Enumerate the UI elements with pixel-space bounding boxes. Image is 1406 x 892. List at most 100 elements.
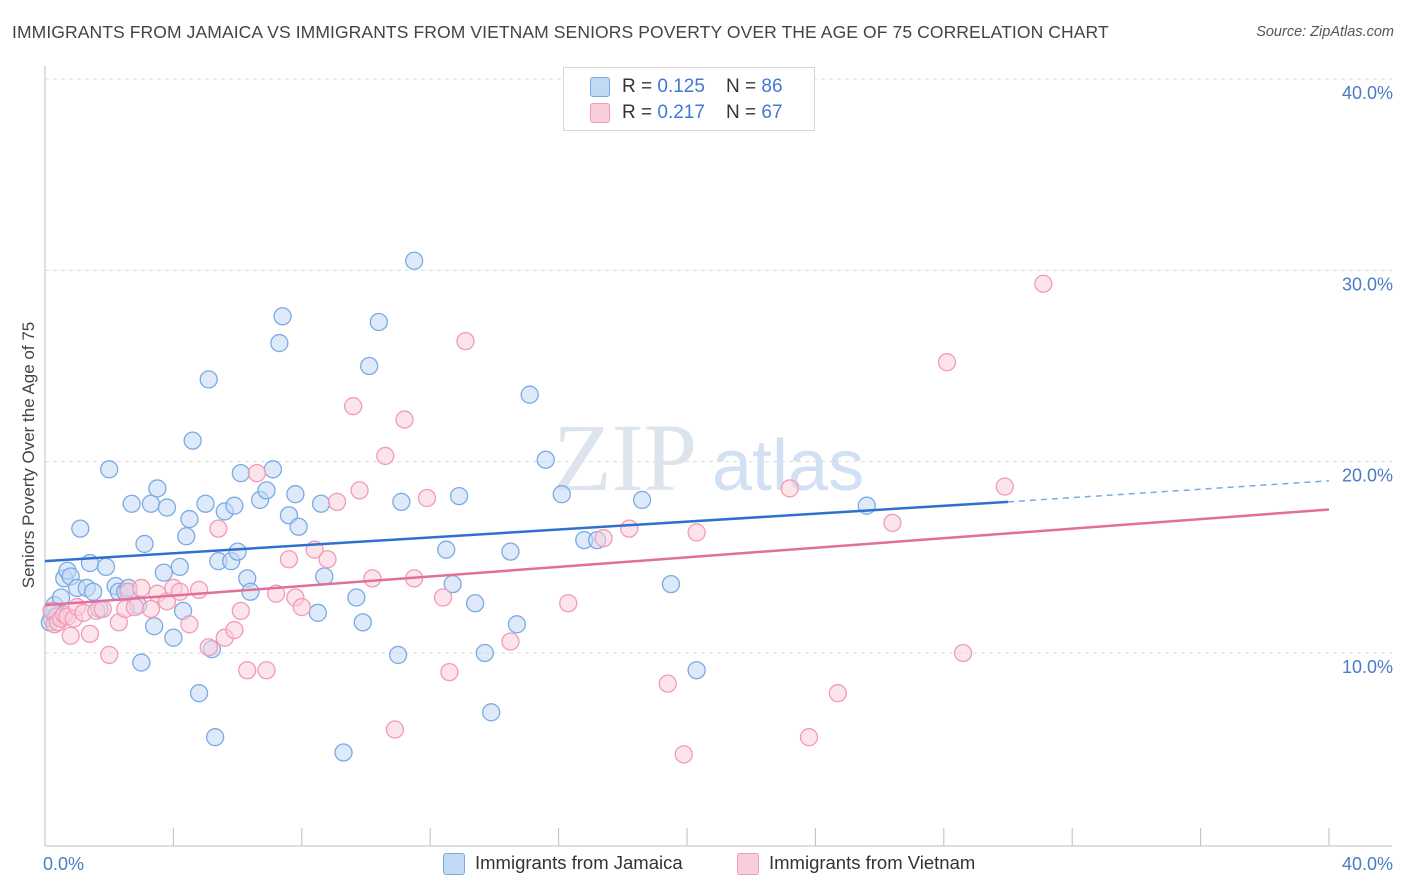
trend-line-jamaica-extension xyxy=(1007,480,1330,503)
point-vietnam-51 xyxy=(456,331,475,351)
point-jamaica-19 xyxy=(122,494,141,513)
legend-n-label: N = xyxy=(726,102,762,123)
point-jamaica-64 xyxy=(392,492,411,511)
point-vietnam-65 xyxy=(799,728,819,747)
point-vietnam-44 xyxy=(376,446,395,466)
point-vietnam-57 xyxy=(687,523,706,542)
point-jamaica-50 xyxy=(270,333,289,353)
point-jamaica-8 xyxy=(71,519,90,538)
point-jamaica-11 xyxy=(84,582,103,601)
point-jamaica-35 xyxy=(196,494,215,513)
point-jamaica-26 xyxy=(154,563,173,582)
point-jamaica-23 xyxy=(141,494,161,513)
point-vietnam-30 xyxy=(231,601,250,621)
point-vietnam-63 xyxy=(995,477,1014,496)
point-vietnam-39 xyxy=(318,550,337,569)
point-vietnam-6 xyxy=(61,626,80,645)
legend-n-value: 86 xyxy=(761,76,783,97)
point-vietnam-45 xyxy=(385,720,405,739)
trend-line-jamaica xyxy=(44,500,1009,563)
point-jamaica-38 xyxy=(205,728,225,747)
point-vietnam-32 xyxy=(247,463,267,483)
point-jamaica-21 xyxy=(132,653,151,672)
series-jamaica-points xyxy=(40,251,876,762)
point-jamaica-76 xyxy=(552,485,571,504)
point-jamaica-57 xyxy=(315,567,334,586)
point-jamaica-60 xyxy=(353,613,372,632)
point-jamaica-59 xyxy=(347,588,366,607)
point-jamaica-79 xyxy=(632,490,652,510)
point-vietnam-29 xyxy=(225,620,244,640)
axes xyxy=(44,66,1392,847)
point-vietnam-27 xyxy=(209,519,228,538)
point-vietnam-53 xyxy=(559,594,578,613)
point-jamaica-71 xyxy=(482,703,501,722)
point-jamaica-28 xyxy=(164,628,183,647)
chart-source: Source: ZipAtlas.com xyxy=(1256,24,1394,40)
point-jamaica-70 xyxy=(475,643,494,663)
point-jamaica-36 xyxy=(199,370,218,389)
legend-n-value: 67 xyxy=(761,102,783,123)
point-jamaica-63 xyxy=(388,645,408,665)
bottom-legend-label-vietnam: Immigrants from Vietnam xyxy=(769,852,976,873)
point-jamaica-81 xyxy=(687,661,706,680)
point-jamaica-54 xyxy=(289,517,308,536)
chart-title: IMMIGRANTS FROM JAMAICA VS IMMIGRANTS FR… xyxy=(12,22,1109,42)
point-vietnam-50 xyxy=(440,662,459,682)
point-vietnam-33 xyxy=(257,661,276,680)
point-vietnam-54 xyxy=(594,529,613,548)
point-jamaica-22 xyxy=(135,534,154,554)
point-jamaica-34 xyxy=(189,684,209,703)
watermark-zip: ZIP xyxy=(553,404,697,511)
legend-r-label: R = xyxy=(622,102,658,123)
point-vietnam-58 xyxy=(780,479,799,498)
point-jamaica-56 xyxy=(311,494,331,513)
point-vietnam-40 xyxy=(327,492,347,511)
x-tick-label-max: 40.0% xyxy=(1342,854,1393,874)
grid-lines xyxy=(45,78,1392,654)
y-tick-label-2: 20.0% xyxy=(1342,466,1393,486)
point-vietnam-61 xyxy=(937,353,957,372)
point-jamaica-14 xyxy=(100,460,119,479)
point-jamaica-65 xyxy=(404,251,424,270)
point-vietnam-25 xyxy=(189,580,209,600)
point-jamaica-66 xyxy=(437,540,456,559)
point-vietnam-52 xyxy=(501,632,520,651)
point-vietnam-43 xyxy=(363,569,382,588)
point-jamaica-69 xyxy=(465,594,485,613)
point-jamaica-73 xyxy=(507,615,527,634)
bottom-legend-swatch-jamaica xyxy=(443,853,465,875)
data-points xyxy=(40,251,1053,764)
legend-swatch-vietnam xyxy=(590,103,610,123)
point-vietnam-41 xyxy=(344,397,363,416)
legend-r-value: 0.125 xyxy=(657,76,705,97)
point-jamaica-25 xyxy=(148,479,167,498)
point-jamaica-68 xyxy=(449,486,469,506)
point-jamaica-53 xyxy=(286,485,305,504)
point-jamaica-49 xyxy=(263,460,283,479)
point-jamaica-42 xyxy=(225,496,244,515)
series-vietnam-points xyxy=(42,274,1053,764)
point-jamaica-13 xyxy=(96,557,116,577)
point-jamaica-24 xyxy=(144,617,164,636)
point-vietnam-23 xyxy=(170,582,189,601)
point-jamaica-3 xyxy=(51,588,71,607)
trend-lines xyxy=(44,480,1330,607)
point-jamaica-61 xyxy=(360,356,379,376)
legend-r-value: 0.217 xyxy=(657,102,705,123)
point-vietnam-24 xyxy=(180,615,199,634)
point-vietnam-18 xyxy=(132,578,151,598)
point-vietnam-26 xyxy=(199,638,218,657)
point-vietnam-31 xyxy=(238,661,257,680)
point-vietnam-55 xyxy=(620,519,639,538)
point-jamaica-32 xyxy=(180,509,199,529)
point-vietnam-59 xyxy=(828,684,848,703)
point-jamaica-75 xyxy=(536,450,555,469)
x-tick-label-min: 0.0% xyxy=(43,854,84,874)
legend-swatch-jamaica xyxy=(590,77,610,97)
legend-n-label: N = xyxy=(726,76,762,97)
point-vietnam-37 xyxy=(292,597,311,617)
point-jamaica-31 xyxy=(177,527,196,546)
point-jamaica-62 xyxy=(369,312,388,332)
